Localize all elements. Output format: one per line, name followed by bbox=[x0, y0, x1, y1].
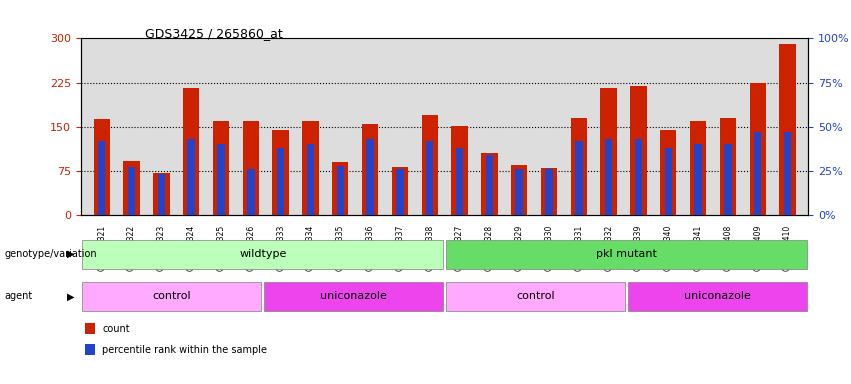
Bar bbox=[187, 139, 195, 215]
Bar bbox=[545, 169, 553, 215]
Bar bbox=[265, 282, 443, 311]
Bar bbox=[451, 126, 468, 215]
Bar bbox=[575, 141, 583, 215]
Bar bbox=[217, 144, 225, 215]
Bar bbox=[243, 121, 259, 215]
Bar bbox=[754, 132, 762, 215]
Bar bbox=[362, 124, 379, 215]
Text: uniconazole: uniconazole bbox=[320, 291, 387, 301]
Bar bbox=[153, 173, 169, 215]
Bar bbox=[601, 88, 617, 215]
Bar bbox=[397, 169, 403, 215]
Bar bbox=[83, 240, 443, 269]
Bar bbox=[481, 153, 498, 215]
Bar bbox=[128, 167, 135, 215]
Bar bbox=[511, 165, 528, 215]
Bar bbox=[660, 130, 677, 215]
Bar bbox=[605, 139, 613, 215]
Text: control: control bbox=[152, 291, 191, 301]
Bar bbox=[426, 141, 433, 215]
Bar bbox=[750, 83, 766, 215]
Bar bbox=[516, 169, 523, 215]
Bar bbox=[94, 119, 110, 215]
Bar bbox=[456, 148, 463, 215]
Text: ▶: ▶ bbox=[67, 291, 75, 301]
Bar bbox=[157, 174, 165, 215]
Bar bbox=[690, 121, 706, 215]
Bar bbox=[446, 282, 625, 311]
Bar bbox=[541, 168, 557, 215]
Bar bbox=[213, 121, 229, 215]
Bar bbox=[123, 161, 140, 215]
Bar bbox=[332, 162, 348, 215]
Bar bbox=[247, 169, 254, 215]
Bar bbox=[694, 144, 702, 215]
Bar bbox=[306, 144, 314, 215]
Bar bbox=[628, 282, 807, 311]
Bar bbox=[83, 282, 261, 311]
Bar bbox=[631, 86, 647, 215]
Bar bbox=[421, 115, 438, 215]
Text: genotype/variation: genotype/variation bbox=[4, 249, 97, 259]
Bar bbox=[486, 155, 493, 215]
Bar bbox=[183, 88, 199, 215]
Text: uniconazole: uniconazole bbox=[684, 291, 751, 301]
Bar bbox=[635, 139, 643, 215]
Text: ▶: ▶ bbox=[67, 249, 75, 259]
Bar bbox=[571, 118, 587, 215]
Bar bbox=[302, 121, 318, 215]
Bar bbox=[724, 144, 732, 215]
Text: control: control bbox=[517, 291, 555, 301]
Text: percentile rank within the sample: percentile rank within the sample bbox=[102, 345, 267, 355]
Bar bbox=[98, 141, 106, 215]
Bar bbox=[720, 118, 736, 215]
Bar bbox=[272, 130, 288, 215]
Bar bbox=[391, 167, 408, 215]
Bar bbox=[367, 139, 374, 215]
Bar bbox=[780, 44, 796, 215]
Text: GDS3425 / 265860_at: GDS3425 / 265860_at bbox=[145, 27, 283, 40]
Bar bbox=[446, 240, 807, 269]
Text: count: count bbox=[102, 324, 129, 334]
Bar bbox=[784, 132, 791, 215]
Text: agent: agent bbox=[4, 291, 32, 301]
Text: wildtype: wildtype bbox=[239, 249, 287, 259]
Bar bbox=[336, 166, 344, 215]
Bar bbox=[277, 148, 284, 215]
Text: pkl mutant: pkl mutant bbox=[596, 249, 657, 259]
Bar bbox=[665, 148, 672, 215]
